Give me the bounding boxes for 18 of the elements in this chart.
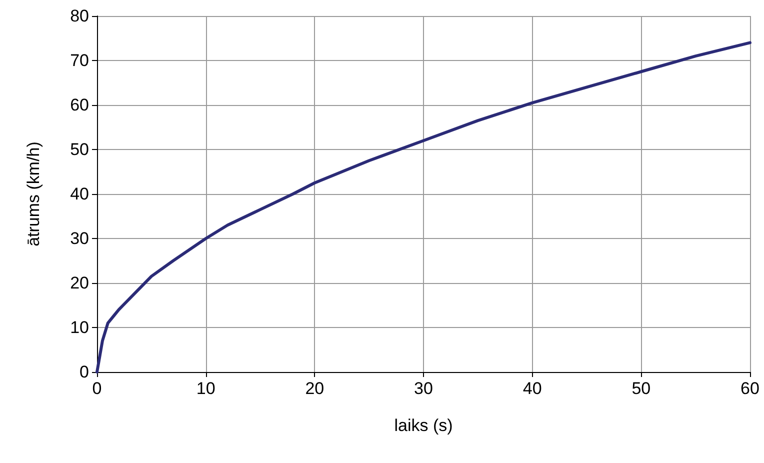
y-axis-title: ātrums (km/h) [24, 142, 43, 246]
x-tick-label: 10 [196, 379, 216, 398]
y-tick-label: 80 [70, 6, 89, 26]
y-tick-label: 60 [70, 96, 89, 114]
x-tick-label: 0 [92, 379, 102, 398]
y-tick-label: 20 [70, 274, 89, 292]
y-tick-label: 50 [70, 140, 89, 159]
x-tick-label: 20 [305, 379, 324, 398]
y-tick-label: 40 [70, 184, 89, 204]
x-axis-title: laiks (s) [394, 416, 453, 435]
y-tick-label: 0 [80, 362, 89, 382]
y-tick-label: 70 [70, 51, 89, 70]
x-tick-label: 40 [522, 379, 542, 398]
x-tick-label: 50 [632, 379, 651, 398]
x-tick-label: 30 [414, 379, 433, 398]
y-tick-label: 10 [70, 318, 89, 337]
x-tick-label: 60 [740, 379, 760, 398]
y-tick-label: 30 [70, 229, 89, 248]
